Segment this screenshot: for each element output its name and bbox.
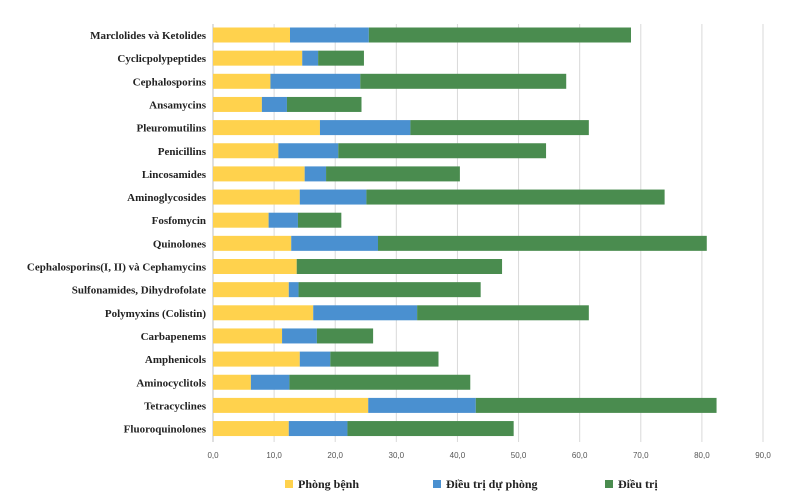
x-tick-label: 10,0 xyxy=(266,451,282,460)
bar-carbapenems-series-2 xyxy=(316,328,374,344)
category-label: Carbapenems xyxy=(141,331,207,343)
category-label: Sulfonamides, Dihydrofolate xyxy=(72,285,206,297)
x-tick-labels: 0,0 10,0 20,0 30,0 40,0 50,0 60,0 70,0 80,0 90,0 xyxy=(207,451,771,460)
bar-pleuromutilins-series-2 xyxy=(410,120,589,136)
bar-ansamycins-series-0 xyxy=(213,96,262,112)
bar-lincosamides-series-0 xyxy=(213,166,305,182)
x-tick-label: 90,0 xyxy=(755,451,771,460)
category-labels: Marclolides và Ketolides Cyclicpolypeptid… xyxy=(27,30,207,436)
bar-penicillins-series-2 xyxy=(338,143,547,159)
bar-aminocyclitols-series-1 xyxy=(250,374,290,390)
bar-cephalosporins-series-0 xyxy=(213,73,271,89)
bar-quinolones-series-0 xyxy=(213,235,292,251)
x-tick-label: 20,0 xyxy=(327,451,343,460)
bar-cephalosporins-i-ii-v-cephamycins-series-0 xyxy=(213,259,297,274)
bar-cephalosporins-series-1 xyxy=(270,73,361,89)
bar-fosfomycin-series-1 xyxy=(268,212,298,228)
category-label: Lincosamides xyxy=(142,169,207,181)
category-label: Aminocyclitols xyxy=(136,377,206,389)
bar-penicillins-series-0 xyxy=(213,143,279,159)
bar-pleuromutilins-series-1 xyxy=(319,120,411,136)
bars xyxy=(213,27,717,437)
legend-label-2: Điều trị xyxy=(618,477,658,491)
category-label: Penicillins xyxy=(158,146,207,158)
category-label: Pleuromutilins xyxy=(137,123,207,135)
bar-lincosamides-series-1 xyxy=(304,166,327,182)
bar-polymyxins-colistin-series-0 xyxy=(213,305,314,321)
category-label: Cephalosporins xyxy=(133,76,207,88)
bar-aminocyclitols-series-0 xyxy=(213,374,251,390)
bar-fosfomycin-series-2 xyxy=(297,212,342,228)
bar-carbapenems-series-0 xyxy=(213,328,283,344)
x-tick-label: 80,0 xyxy=(694,451,710,460)
bar-cyclicpolypeptides-series-1 xyxy=(302,50,319,66)
legend-label-0: Phòng bệnh xyxy=(298,477,359,491)
x-tick-label: 70,0 xyxy=(633,451,649,460)
category-label: Cyclicpolypeptides xyxy=(117,53,206,65)
bar-cyclicpolypeptides-series-2 xyxy=(318,50,364,66)
bar-amphenicols-series-1 xyxy=(299,351,331,367)
bar-marclolides-v-ketolides-series-1 xyxy=(290,27,369,43)
x-tick-label: 30,0 xyxy=(389,451,405,460)
legend: Phòng bệnh Điều trị dự phòng Điều trị xyxy=(285,477,658,491)
bar-lincosamides-series-2 xyxy=(326,166,460,182)
category-label: Cephalosporins(I, II) và Cephamycins xyxy=(27,262,207,274)
bar-aminocyclitols-series-2 xyxy=(289,374,471,390)
bar-polymyxins-colistin-series-2 xyxy=(417,305,589,321)
bar-cephalosporins-i-ii-v-cephamycins-series-2 xyxy=(296,259,503,274)
bar-quinolones-series-1 xyxy=(291,235,378,251)
x-tick-label: 50,0 xyxy=(511,451,527,460)
bar-cephalosporins-series-2 xyxy=(360,73,567,89)
bar-amphenicols-series-0 xyxy=(213,351,300,367)
bar-sulfonamides-dihydrofolate-series-0 xyxy=(213,282,289,298)
category-label: Fosfomycin xyxy=(152,215,206,227)
bar-marclolides-v-ketolides-series-0 xyxy=(213,27,290,43)
bar-fluoroquinolones-series-1 xyxy=(288,421,348,437)
bar-quinolones-series-2 xyxy=(378,235,707,251)
bar-aminoglycosides-series-0 xyxy=(213,189,300,205)
bar-marclolides-v-ketolides-series-2 xyxy=(368,27,631,43)
bar-tetracyclines-series-0 xyxy=(213,397,369,413)
bar-ansamycins-series-1 xyxy=(261,96,287,112)
bar-fluoroquinolones-series-2 xyxy=(347,421,514,437)
bar-polymyxins-colistin-series-1 xyxy=(313,305,418,321)
category-label: Quinolones xyxy=(153,238,207,250)
bar-sulfonamides-dihydrofolate-series-1 xyxy=(288,282,299,298)
bar-amphenicols-series-2 xyxy=(330,351,439,367)
legend-swatch-0 xyxy=(285,480,293,488)
bar-pleuromutilins-series-0 xyxy=(213,120,320,136)
category-label: Marclolides và Ketolides xyxy=(90,30,207,42)
bar-aminoglycosides-series-2 xyxy=(366,189,665,205)
bar-fluoroquinolones-series-0 xyxy=(213,421,289,437)
category-label: Amphenicols xyxy=(145,354,207,366)
category-label: Fluoroquinolones xyxy=(124,424,207,436)
bar-penicillins-series-1 xyxy=(278,143,339,159)
category-label: Tetracyclines xyxy=(144,400,207,412)
legend-swatch-1 xyxy=(433,480,441,488)
legend-swatch-2 xyxy=(605,480,613,488)
bar-cyclicpolypeptides-series-0 xyxy=(213,50,303,66)
bar-tetracyclines-series-2 xyxy=(475,397,717,413)
bar-sulfonamides-dihydrofolate-series-2 xyxy=(298,282,481,298)
bar-tetracyclines-series-1 xyxy=(368,397,476,413)
x-tick-label: 40,0 xyxy=(450,451,466,460)
category-label: Polymyxins (Colistin) xyxy=(105,308,206,320)
x-tick-label: 0,0 xyxy=(207,451,219,460)
legend-label-1: Điều trị dự phòng xyxy=(446,477,538,491)
bar-fosfomycin-series-0 xyxy=(213,212,269,228)
bar-aminoglycosides-series-1 xyxy=(299,189,367,205)
bar-ansamycins-series-2 xyxy=(286,96,362,112)
gridlines xyxy=(212,24,764,442)
category-label: Aminoglycosides xyxy=(127,192,207,204)
x-tick-label: 60,0 xyxy=(572,451,588,460)
bar-carbapenems-series-1 xyxy=(282,328,317,344)
category-label: Ansamycins xyxy=(149,99,207,111)
